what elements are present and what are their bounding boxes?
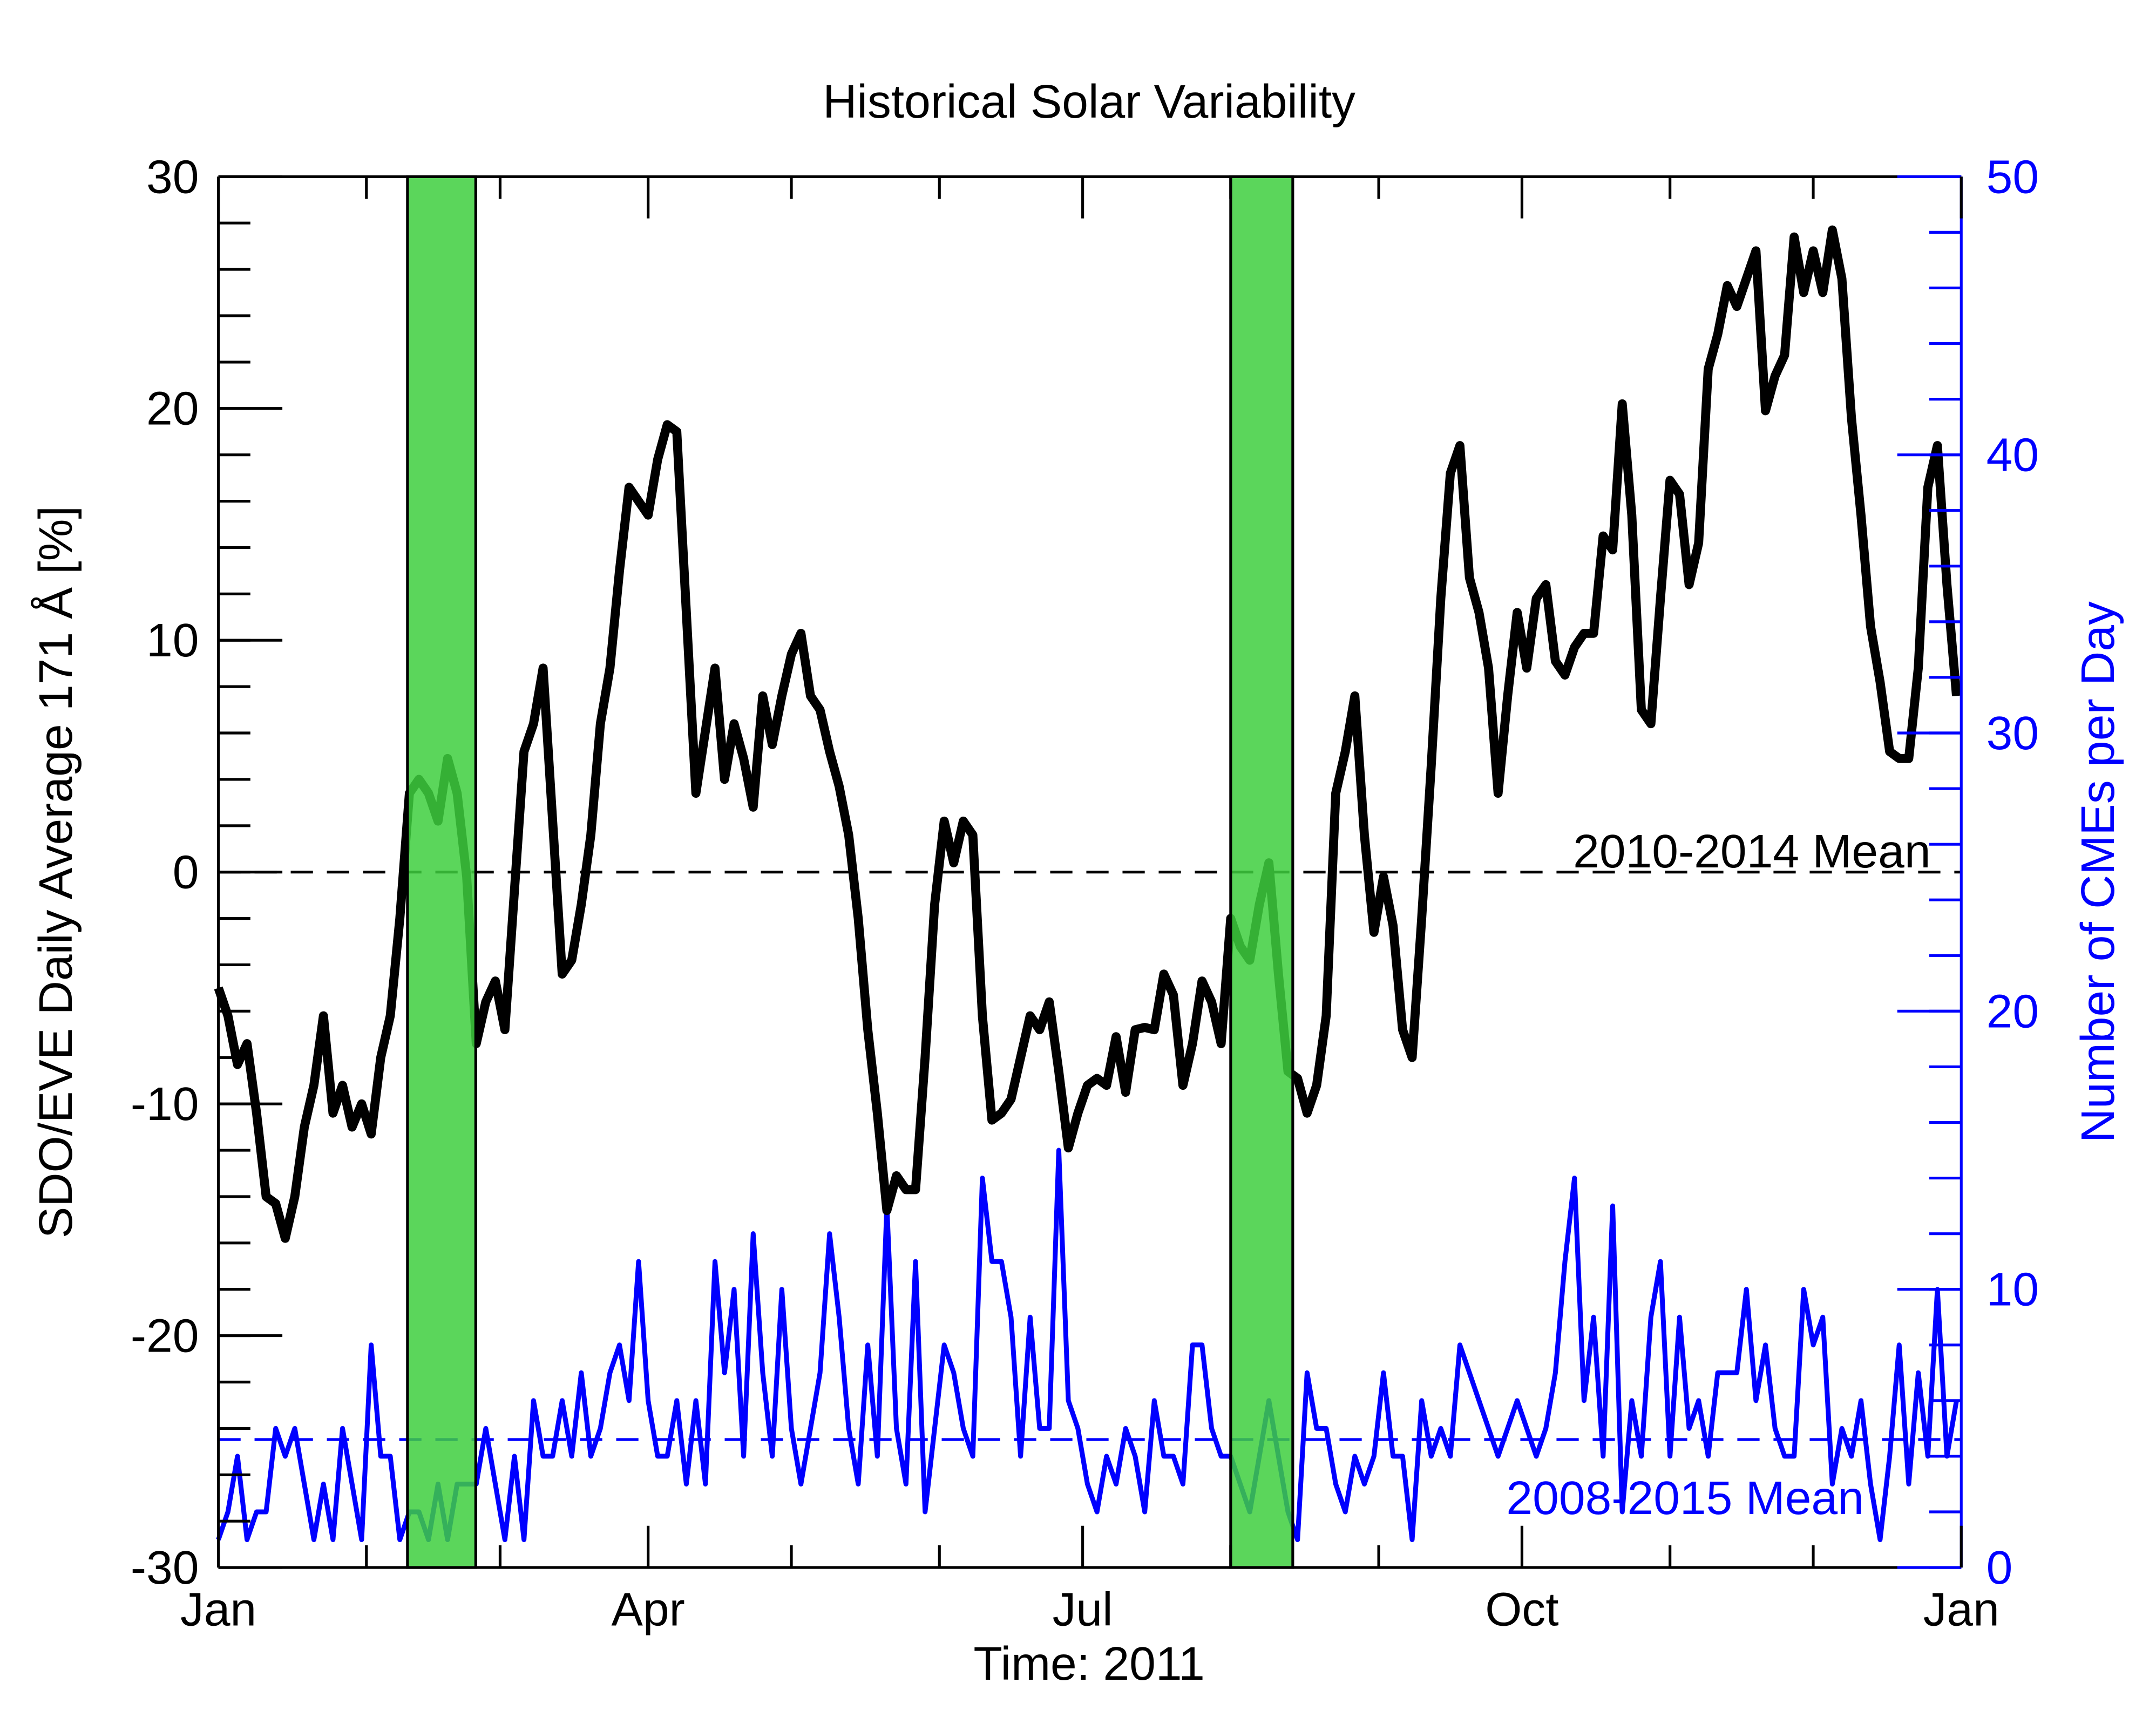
- y-axis-label: SDO/EVE Daily Average 171 Å [%]: [29, 506, 82, 1238]
- highlight-span: [1229, 175, 1294, 1569]
- series-line: [214, 225, 1961, 1243]
- chart-title: Historical Solar Variability: [823, 75, 1355, 128]
- y2-tick-label: 50: [1986, 150, 2039, 203]
- y2-tick-label: 0: [1986, 1541, 2013, 1594]
- series-line: [216, 1148, 1959, 1543]
- x-tick-label: Jul: [1053, 1583, 1113, 1635]
- mean-label: 2008-2015 Mean: [1506, 1471, 1863, 1524]
- x-tick-label: Apr: [611, 1583, 684, 1635]
- y-tick-label: 10: [146, 614, 199, 667]
- y2-tick-label: 30: [1986, 707, 2039, 759]
- y-tick-label: 30: [146, 150, 199, 203]
- y2-tick-label: 10: [1986, 1263, 2039, 1316]
- y2-axis-label: Number of CMEs per Day: [2071, 601, 2124, 1143]
- y-tick-label: -30: [131, 1541, 199, 1594]
- x-tick-label: Jan: [1923, 1583, 1999, 1635]
- y-tick-label: -20: [131, 1309, 199, 1362]
- y-tick-label: 0: [173, 846, 199, 899]
- y2-tick-label: 40: [1986, 429, 2039, 481]
- mean-label: 2010-2014 Mean: [1573, 825, 1930, 878]
- y-tick-label: -10: [131, 1077, 199, 1130]
- x-tick-label: Oct: [1485, 1583, 1558, 1635]
- x-axis-label: Time: 2011: [973, 1637, 1205, 1690]
- x-tick-label: Jan: [180, 1583, 256, 1635]
- highlight-span: [406, 175, 477, 1569]
- y2-tick-label: 20: [1986, 985, 2039, 1037]
- y-tick-label: 20: [146, 382, 199, 435]
